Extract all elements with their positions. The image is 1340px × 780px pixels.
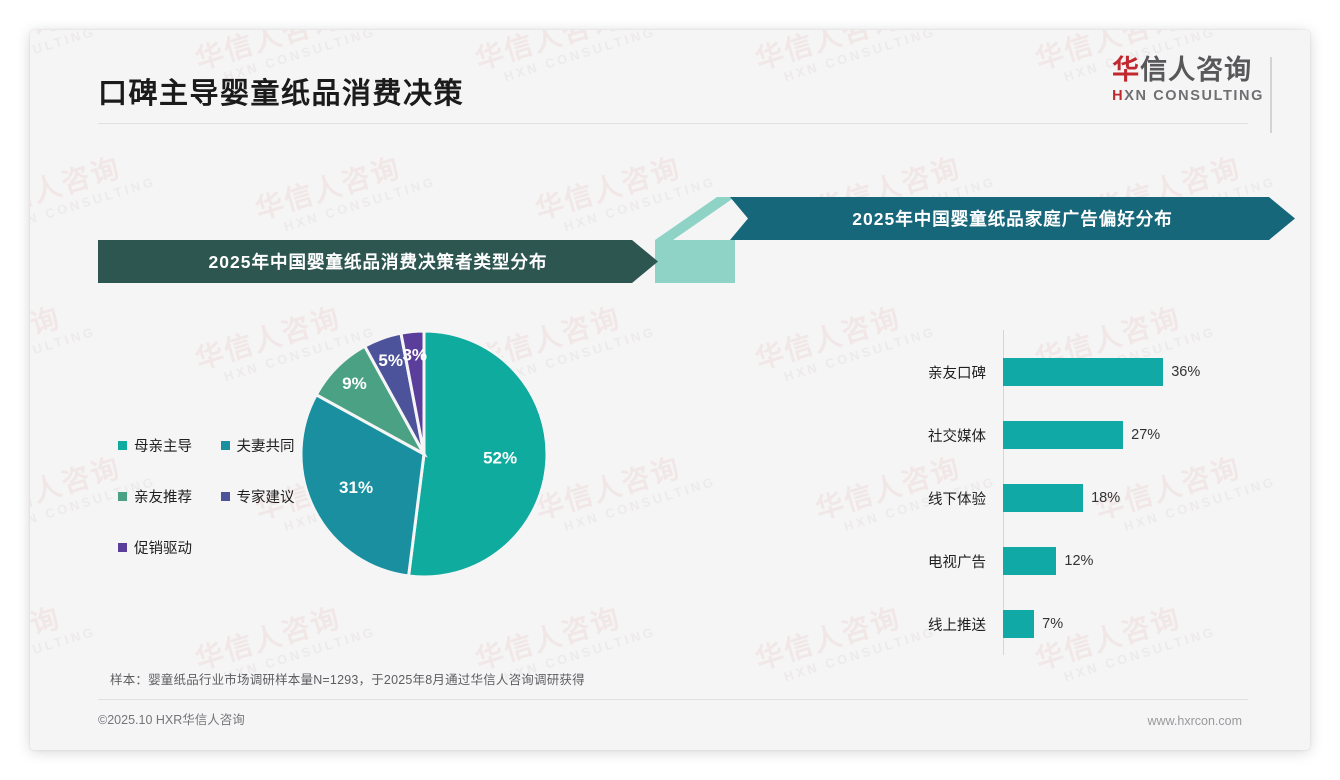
pie-slice-label: 52% <box>483 448 517 467</box>
logo-chinese-text: 华信人咨询 <box>1112 55 1264 86</box>
bar-chart-row[interactable]: 社交媒体 27% <box>890 421 1160 449</box>
logo-cn-rest: 信人咨询 <box>1140 55 1253 85</box>
bar-value-label: 7% <box>1042 616 1064 632</box>
footnote-sample: 样本：婴童纸品行业市场调研样本量N=1293，于2025年8月通过华信人咨询调研… <box>110 673 585 687</box>
pie-legend-item[interactable]: 夫妻共同 <box>220 435 324 456</box>
watermark-en: HXN CONSULTING <box>30 173 158 235</box>
pie-chart: 52% 31% 9% 5% 3% <box>299 329 549 579</box>
company-logo: 华信人咨询 HXN CONSULTING <box>1112 55 1272 133</box>
watermark-cn: 华信人咨询 <box>30 301 65 376</box>
legend-swatch-icon <box>118 441 127 450</box>
pie-slice-label: 31% <box>339 478 373 497</box>
logo-en-rest: XN CONSULTING <box>1124 88 1264 105</box>
watermark-cn: 华信人咨询 <box>810 737 994 750</box>
watermark-cn: 华信人咨询 <box>30 601 65 676</box>
banner-left: 2025年中国婴童纸品消费决策者类型分布 <box>98 240 658 283</box>
logo-english-text: HXN CONSULTING <box>1112 88 1264 104</box>
bar-fill <box>1003 358 1164 386</box>
bar-fill <box>1003 484 1084 512</box>
pie-legend-item[interactable]: 专家建议 <box>220 486 324 507</box>
pie-legend-label: 母亲主导 <box>134 439 192 455</box>
logo-hua-char: 华 <box>1112 55 1141 85</box>
watermark-cn: 华信人咨询 <box>471 601 625 676</box>
watermark-en: HXN CONSULTING <box>30 323 98 385</box>
banner-right: 2025年中国婴童纸品家庭广告偏好分布 <box>730 197 1295 240</box>
watermark-cn: 华信人咨询 <box>531 451 685 526</box>
pie-slice <box>406 329 549 579</box>
banner-connector-shape <box>655 197 735 283</box>
watermark-cn: 华信人咨询 <box>251 151 405 226</box>
pie-slice-label: 3% <box>402 346 427 365</box>
footer-divider <box>98 699 1248 700</box>
bar-category-label: 电视广告 <box>928 554 986 571</box>
legend-swatch-icon <box>118 492 127 501</box>
bar-category-label: 社交媒体 <box>928 428 986 445</box>
watermark-cn: 华信人咨询 <box>250 737 434 750</box>
legend-swatch-icon <box>220 492 230 501</box>
logo-divider <box>1270 57 1272 133</box>
pie-slice-label: 9% <box>342 374 367 393</box>
pie-slice-label: 5% <box>378 351 403 370</box>
watermark-cn: 华信人咨询 <box>1090 737 1274 750</box>
footer-url: www.hxrcon.com <box>1147 714 1242 728</box>
bar-fill <box>1003 421 1124 449</box>
bar-chart: 亲友口碑 36% 社交媒体 27% 线下体验 18% 电视广告 12% 线上推送 7% <box>890 330 1250 655</box>
pie-legend-label: 专家建议 <box>236 490 295 506</box>
legend-swatch-icon <box>118 543 127 552</box>
watermark-cn: 华信人咨询 <box>30 737 154 750</box>
pie-legend-label: 夫妻共同 <box>236 439 295 455</box>
slide-header: 口碑主导婴童纸品消费决策 华信人咨询 HXN CONSULTING <box>30 30 1310 133</box>
bar-value-label: 27% <box>1131 427 1161 443</box>
legend-swatch-icon <box>220 441 230 450</box>
page-title: 口碑主导婴童纸品消费决策 <box>98 78 465 110</box>
pie-chart-svg: 52% 31% 9% 5% 3% <box>299 329 549 579</box>
pie-legend-item[interactable]: 促销驱动 <box>118 537 221 558</box>
pie-slice <box>399 329 426 455</box>
bar-category-label: 亲友口碑 <box>928 365 986 382</box>
bar-fill <box>1003 610 1035 638</box>
watermark-en: HXN CONSULTING <box>562 473 718 535</box>
watermark-cn: 华信人咨询 <box>191 601 345 676</box>
pie-legend-item[interactable]: 母亲主导 <box>118 435 221 456</box>
bar-chart-row[interactable]: 亲友口碑 36% <box>890 358 1200 386</box>
watermark-cn: 华信人咨询 <box>530 737 714 750</box>
bar-category-label: 线下体验 <box>928 491 986 508</box>
pie-legend-label: 亲友推荐 <box>134 490 192 506</box>
pie-legend: 母亲主导 夫妻共同亲友推荐 专家建议促销驱动 <box>118 435 323 588</box>
pie-legend-item[interactable]: 亲友推荐 <box>118 486 221 507</box>
bar-fill <box>1003 547 1057 575</box>
banner-left-title: 2025年中国婴童纸品消费决策者类型分布 <box>208 252 548 272</box>
watermark-en: HXN CONSULTING <box>30 623 98 685</box>
bar-chart-row[interactable]: 线上推送 7% <box>890 610 1063 638</box>
bar-value-label: 12% <box>1064 553 1094 569</box>
footer-copyright: ©2025.10 HXR华信人咨询 <box>98 713 245 727</box>
pie-legend-label: 促销驱动 <box>134 541 192 557</box>
bar-chart-row[interactable]: 线下体验 18% <box>890 484 1120 512</box>
pie-slice <box>299 392 426 578</box>
bar-chart-row[interactable]: 电视广告 12% <box>890 547 1093 575</box>
bar-value-label: 18% <box>1091 490 1121 506</box>
watermark-en: HXN CONSULTING <box>282 173 438 235</box>
watermark-cn: 华信人咨询 <box>30 151 125 226</box>
bar-category-label: 线上推送 <box>928 617 986 634</box>
banner-right-title: 2025年中国婴童纸品家庭广告偏好分布 <box>852 209 1173 229</box>
header-divider <box>98 123 1248 124</box>
logo-h-char: H <box>1112 88 1125 105</box>
bar-value-label: 36% <box>1171 364 1201 380</box>
